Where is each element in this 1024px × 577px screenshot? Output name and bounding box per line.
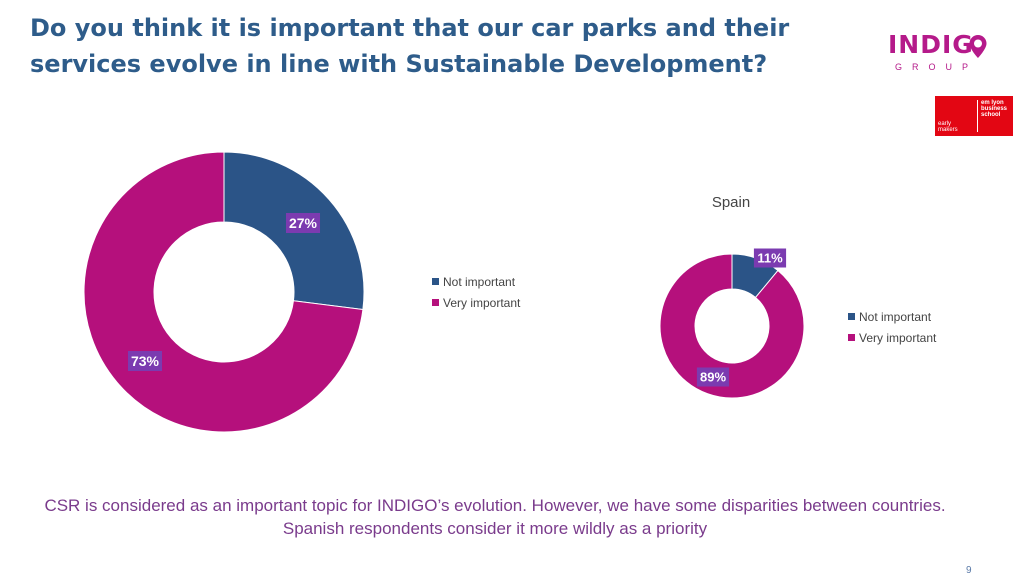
slide-caption: CSR is considered as an important topic …	[44, 496, 946, 538]
legend-item: Not important	[848, 306, 936, 327]
legend-swatch-not-important	[848, 313, 855, 320]
donut-chart-spain: 11% 89%	[659, 248, 805, 399]
legend-item: Very important	[432, 292, 520, 313]
legend-overall: Not important Very important	[432, 271, 520, 313]
legend-swatch-very-important	[848, 334, 855, 341]
data-label-not-important: 11%	[757, 251, 783, 266]
data-label-box	[285, 213, 321, 233]
legend-label: Very important	[859, 330, 937, 345]
data-label-very-important: 89%	[700, 370, 726, 385]
data-label-box	[753, 248, 787, 268]
donut-slice-very-important	[659, 253, 805, 399]
slide-title: Do you think it is important that our ca…	[30, 14, 790, 78]
indigo-logo: INDIG GROUP	[888, 30, 988, 78]
legend-label: Very important	[443, 295, 521, 310]
legend-label: Not important	[443, 274, 516, 289]
emlyon-logo-right: em lyon business school	[981, 100, 1008, 118]
indigo-logo-sub: GROUP	[895, 62, 979, 72]
location-pin-icon	[969, 35, 987, 58]
data-label-not-important: 27%	[289, 215, 318, 231]
legend-item: Not important	[432, 271, 520, 292]
legend-spain: Not important Very important	[848, 306, 936, 348]
indigo-logo-word: INDIG	[888, 30, 974, 59]
legend-swatch-not-important	[432, 278, 439, 285]
data-label-very-important: 73%	[131, 353, 160, 369]
legend-swatch-very-important	[432, 299, 439, 306]
data-label-box	[127, 351, 163, 371]
emlyon-logo-divider	[977, 100, 978, 132]
legend-item: Very important	[848, 327, 936, 348]
page-number: 9	[966, 565, 972, 576]
data-label-box	[696, 367, 730, 387]
emlyon-logo-left: early makers	[938, 121, 958, 133]
chart-title-spain: Spain	[711, 194, 751, 211]
legend-label: Not important	[859, 309, 932, 324]
emlyon-logo: early makers em lyon business school	[935, 96, 1013, 136]
donut-chart-overall: 27% 73%	[83, 151, 365, 433]
